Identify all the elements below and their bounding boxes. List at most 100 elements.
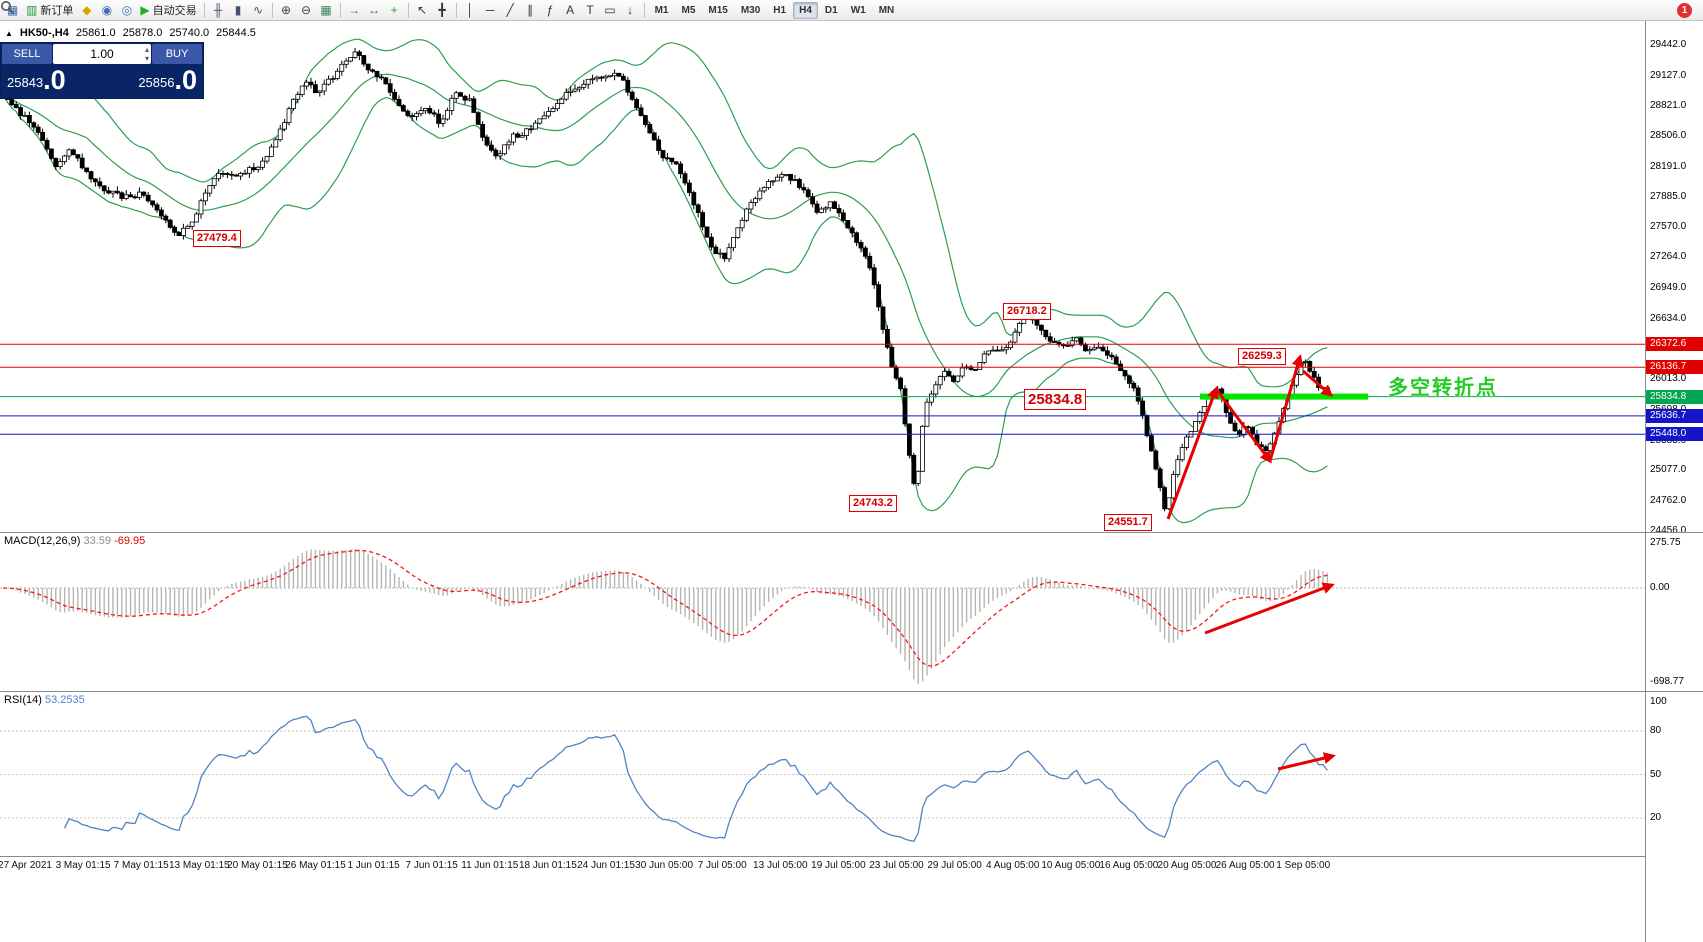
collapse-icon[interactable]: ▲ — [5, 28, 13, 38]
candlestick-mode-icon: ▮ — [234, 3, 242, 17]
time-axis-label: 18 Jun 01:15 — [518, 860, 577, 871]
toolbar-separator — [643, 2, 645, 18]
timeframe-W1[interactable]: W1 — [850, 4, 866, 16]
time-axis-label: 26 Aug 05:00 — [1215, 860, 1275, 871]
toolbar-tile-windows[interactable]: ▦ — [317, 1, 336, 19]
volume-input[interactable]: 1.00 ▴ ▾ — [53, 44, 151, 64]
macd-panel[interactable]: MACD(12,26,9) 33.59 -69.95 — [0, 532, 1645, 691]
chart-shift-icon: ↔ — [368, 3, 381, 17]
toolbar-market-watch[interactable]: ◉ — [97, 1, 116, 19]
crosshair-tool-icon: ╋ — [438, 3, 446, 17]
price-callout-26259.3[interactable]: 26259.3 — [1238, 348, 1286, 365]
sell-price[interactable]: 25843.0 — [7, 65, 66, 95]
toolbar-separator — [203, 2, 205, 18]
rsi-axis-tick: 20 — [1650, 812, 1662, 823]
tile-windows-icon: ▦ — [320, 3, 332, 17]
quote-open: 25861.0 — [75, 27, 116, 39]
toolbar-crosshair-tool[interactable]: ╋ — [433, 1, 452, 19]
toolbar-zoom-in[interactable]: ⊕ — [277, 1, 296, 19]
time-axis-label: 1 Jun 01:15 — [347, 860, 400, 871]
buy-price[interactable]: 25856.0 — [138, 65, 197, 95]
price-axis-tick: 26013.0 — [1650, 373, 1687, 385]
candles — [0, 48, 1330, 512]
toolbar-zoom-out[interactable]: ⊖ — [297, 1, 316, 19]
toolbar-add-indicator[interactable]: + — [385, 1, 404, 19]
toolbar-text-tool[interactable]: A — [561, 1, 580, 19]
timeframe-H4[interactable]: H4 — [793, 1, 818, 19]
new-order-icon: ▥ — [26, 3, 38, 17]
price-chart-panel[interactable]: ▲ HK50-,H4 25861.0 25878.0 25740.0 25844… — [0, 21, 1645, 532]
price-callout-25834.8[interactable]: 25834.8 — [1024, 389, 1087, 410]
price-callout-24551.7[interactable]: 24551.7 — [1104, 514, 1152, 531]
rsi-axis: 100 80 50 20 — [1646, 691, 1703, 856]
timeframe-H1[interactable]: H1 — [773, 4, 787, 16]
toolbar-line-chart-mode[interactable]: ∿ — [249, 1, 268, 19]
price-axis-tick: 29442.0 — [1650, 39, 1687, 50]
toolbar-label-tool[interactable]: T — [581, 1, 600, 19]
price-callout-24743.2[interactable]: 24743.2 — [849, 495, 897, 512]
toolbar-fibonacci-tool[interactable]: ƒ — [541, 1, 560, 19]
price-callout-26718.2[interactable]: 26718.2 — [1003, 303, 1051, 320]
sell-button[interactable]: SELL — [2, 44, 52, 64]
price-callout-27479.4[interactable]: 27479.4 — [193, 230, 241, 247]
toolbar-vertical-line-tool[interactable]: │ — [461, 1, 480, 19]
price-chart-canvas[interactable] — [0, 21, 1645, 532]
quote-high: 25878.0 — [122, 27, 163, 39]
timeframe-MN[interactable]: MN — [878, 4, 895, 16]
timeframe-M1[interactable]: M1 — [654, 4, 669, 16]
timeframe-M5[interactable]: M5 — [681, 4, 696, 16]
timeframe-M30[interactable]: M30 — [740, 4, 761, 16]
trend-arrows[interactable] — [1166, 354, 1334, 520]
quote-close: 25844.5 — [216, 27, 256, 39]
time-axis-label: 7 May 01:15 — [113, 860, 169, 871]
time-axis-label: 27 Apr 2021 — [0, 860, 52, 871]
toolbar-chart-shift[interactable]: ↔ — [365, 1, 384, 19]
time-axis[interactable]: 27 Apr 2021 3 May 01:15 7 May 01:15 13 May … — [0, 856, 1645, 876]
toolbar-horizontal-line-tool[interactable]: ─ — [481, 1, 500, 19]
toolbar-indicators-list[interactable]: ◆ — [77, 1, 96, 19]
toolbar-data-window[interactable]: ◎ — [117, 1, 136, 19]
toolbar-cursor-tool[interactable]: ↖ — [413, 1, 432, 19]
toolbar-auto-trading[interactable]: ▶ 自动交易 — [137, 1, 199, 19]
timeframe-D1[interactable]: D1 — [824, 4, 838, 16]
macd-signal-line — [2, 549, 1328, 667]
rsi-axis-tick: 50 — [1650, 768, 1662, 780]
horizontal-lines[interactable] — [0, 343, 1645, 435]
macd-canvas[interactable] — [0, 533, 1645, 692]
toolbar-auto-scroll[interactable]: → — [345, 1, 364, 19]
toolbar-new-chart[interactable]: ▦ — [3, 1, 22, 19]
auto-trading-label: 自动交易 — [152, 5, 197, 17]
macd-histogram — [6, 549, 1329, 684]
timeframe-M15[interactable]: M15 — [708, 4, 728, 16]
rsi-canvas[interactable] — [0, 692, 1645, 857]
time-axis-label: 26 May 01:15 — [285, 860, 346, 871]
toolbar-trendline-tool[interactable]: ╱ — [501, 1, 520, 19]
bollinger-bands — [2, 38, 1328, 524]
price-axis-column[interactable]: 29442.0 29127.0 28821.0 28506.0 28191.0 27885… — [1645, 21, 1703, 942]
volume-up-icon[interactable]: ▴ — [144, 45, 149, 54]
price-axis-tag: 26372.6 — [1646, 337, 1703, 352]
volume-down-icon[interactable]: ▾ — [144, 54, 149, 63]
annotation-turning-point[interactable]: 多空转折点 — [1388, 377, 1498, 399]
rsi-line — [64, 715, 1328, 843]
toolbar-channel-tool[interactable]: ∥ — [521, 1, 540, 19]
auto-trading-icon: ▶ — [140, 3, 150, 17]
volume-spinner[interactable]: ▴ ▾ — [145, 45, 149, 63]
toolbar-separator — [271, 2, 273, 18]
horizontal-line-tool-icon: ─ — [485, 3, 495, 17]
time-axis-label: 1 Sep 05:00 — [1276, 860, 1331, 871]
channel-tool-icon: ∥ — [527, 3, 534, 17]
search-icon[interactable] — [0, 0, 15, 15]
macd-label: MACD(12,26,9) 33.59 -69.95 — [4, 535, 146, 547]
toolbar-bar-chart-mode[interactable]: ╫ — [209, 1, 228, 19]
time-axis-label: 13 Jul 05:00 — [753, 860, 808, 871]
chart-title-row: ▲ HK50-,H4 25861.0 25878.0 25740.0 25844… — [5, 27, 256, 39]
turning-point-band[interactable] — [1200, 393, 1368, 400]
rsi-panel[interactable]: RSI(14) 53.2535 — [0, 691, 1645, 856]
toolbar-new-order[interactable]: ▥ 新订单 — [23, 1, 76, 19]
notification-badge[interactable]: 1 — [1677, 2, 1692, 18]
toolbar-candlestick-mode[interactable]: ▮ — [229, 1, 248, 19]
buy-button[interactable]: BUY — [152, 44, 202, 64]
toolbar-arrows-tool[interactable]: ↓ — [621, 1, 640, 19]
toolbar-shapes-tool[interactable]: ▭ — [601, 1, 620, 19]
